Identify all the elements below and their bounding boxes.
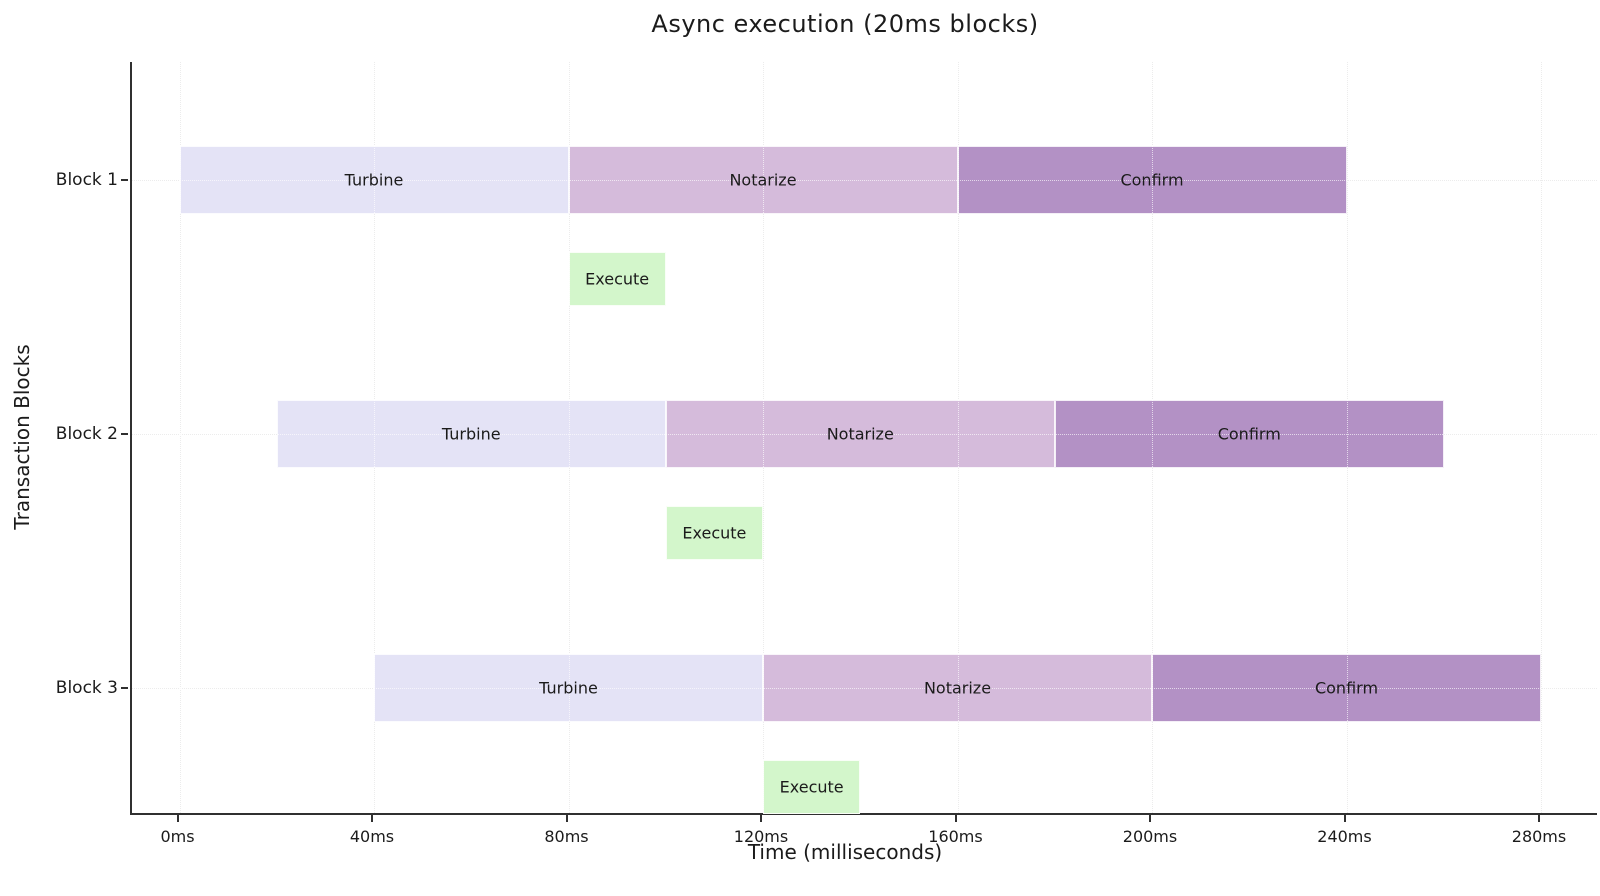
plot-area: Turbine Notarize Confirm Execute Turbine Nota… xyxy=(130,62,1597,815)
x-axis-tick xyxy=(176,815,179,822)
x-tick-label: 0ms xyxy=(160,827,195,846)
x-tick-label: 280ms xyxy=(1511,827,1567,846)
bar-label-turbine: Turbine xyxy=(344,170,404,190)
y-axis-tick xyxy=(121,433,128,435)
bar-label-confirm: Confirm xyxy=(1120,170,1184,190)
gantt-bar-execute xyxy=(568,251,666,306)
x-axis-tick xyxy=(760,815,762,822)
x-tick-label: 240ms xyxy=(1317,827,1372,846)
x-axis-tick xyxy=(954,815,957,822)
gantt-bar-execute xyxy=(763,759,861,814)
bar-label-turbine: Turbine xyxy=(539,678,598,698)
y-axis-tick xyxy=(121,179,128,181)
bar-label-notarize: Notarize xyxy=(729,170,797,190)
bar-label-confirm: Confirm xyxy=(1217,424,1281,444)
bar-label-execute: Execute xyxy=(682,523,747,542)
x-axis-tick xyxy=(1149,815,1151,822)
bar-label-notarize: Notarize xyxy=(923,678,992,698)
x-tick-label: 80ms xyxy=(544,827,589,846)
bar-label-execute: Execute xyxy=(585,269,650,288)
x-axis-tick xyxy=(565,815,568,822)
y-tick-label: Block 3 xyxy=(55,678,118,698)
x-axis-tick xyxy=(371,815,373,822)
y-axis-tick xyxy=(121,687,128,689)
x-axis-tick xyxy=(1343,815,1346,822)
chart-title: Async execution (20ms blocks) xyxy=(651,10,1039,38)
y-tick-label: Block 2 xyxy=(55,424,118,444)
x-tick-label: 120ms xyxy=(733,827,789,846)
bar-label-confirm: Confirm xyxy=(1314,678,1379,698)
gridline-vertical xyxy=(1541,62,1542,813)
bar-label-execute: Execute xyxy=(779,777,844,796)
y-tick-label: Block 1 xyxy=(55,170,118,190)
x-tick-label: 40ms xyxy=(349,827,395,846)
bar-label-notarize: Notarize xyxy=(826,424,894,444)
x-axis-tick xyxy=(1538,815,1540,822)
x-axis-label: Time (milliseconds) xyxy=(747,840,943,864)
gantt-bar-execute xyxy=(665,505,763,560)
x-tick-label: 200ms xyxy=(1122,827,1178,846)
gridline-vertical xyxy=(1541,62,1542,813)
bar-label-turbine: Turbine xyxy=(441,424,501,444)
x-tick-label: 160ms xyxy=(928,827,983,846)
